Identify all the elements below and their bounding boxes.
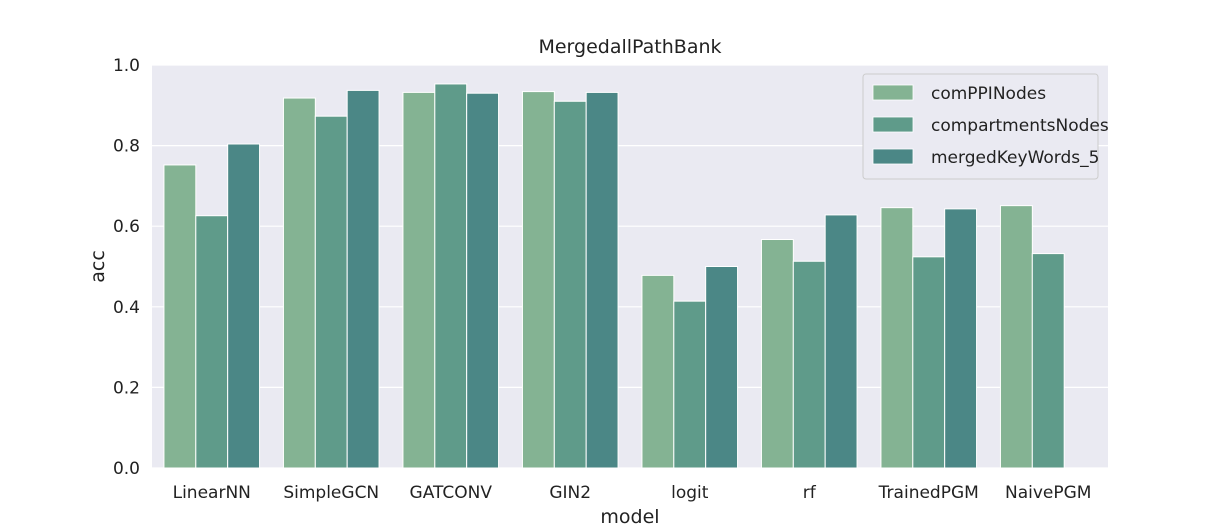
bar [824,214,858,469]
y-tick-label: 0.8 [113,137,140,157]
y-axis-ticks: 0.0 0.2 0.4 0.6 0.8 1.0 [113,56,140,479]
y-tick-label: 0.4 [113,298,140,318]
x-tick-label: logit [671,483,709,503]
bar [760,238,794,469]
x-tick-label: TrainedPGM [878,483,979,503]
y-tick-label: 0.6 [113,217,140,237]
x-tick-label: GIN2 [549,483,591,503]
x-tick-label: NaivePGM [1005,483,1091,503]
bar [673,300,707,469]
x-axis-ticks: LinearNN SimpleGCN GATCONV GIN2 logit rf Train… [173,483,1092,503]
bar [912,256,946,469]
bar [944,208,978,469]
legend-swatch [872,116,914,133]
bar [434,83,468,469]
bar [163,164,197,469]
bar [705,266,739,469]
legend-label: mergedKeyWords_5 [931,148,1099,168]
bar [880,207,914,469]
x-tick-label: rf [803,483,817,503]
bar [553,100,587,469]
bar [999,205,1033,469]
chart-title: MergedallPathBank [538,36,721,58]
bar [346,89,380,469]
bar [314,115,348,469]
y-tick-label: 0.0 [113,459,140,479]
bar [792,260,826,469]
bar [195,215,229,469]
legend: comPPINodes compartmentsNodes mergedKeyWor… [862,73,1109,180]
x-tick-label: SimpleGCN [283,483,379,503]
bar [1031,253,1065,469]
x-tick-label: LinearNN [173,483,251,503]
x-tick-label: GATCONV [410,483,493,503]
bar [227,143,261,469]
legend-label: compartmentsNodes [931,116,1109,136]
y-tick-label: 1.0 [113,56,140,76]
legend-swatch [872,148,914,165]
bar [402,91,436,469]
bars [163,83,1065,469]
bar [641,274,675,469]
y-tick-label: 0.2 [113,378,140,398]
bar [466,92,500,469]
bar [521,91,555,469]
bar [585,91,619,469]
legend-label: comPPINodes [931,84,1046,104]
bar [282,97,316,469]
x-axis-label: model [600,506,659,527]
legend-swatch [872,84,914,101]
y-axis-label: acc [87,250,109,283]
legend-box [862,73,1099,180]
